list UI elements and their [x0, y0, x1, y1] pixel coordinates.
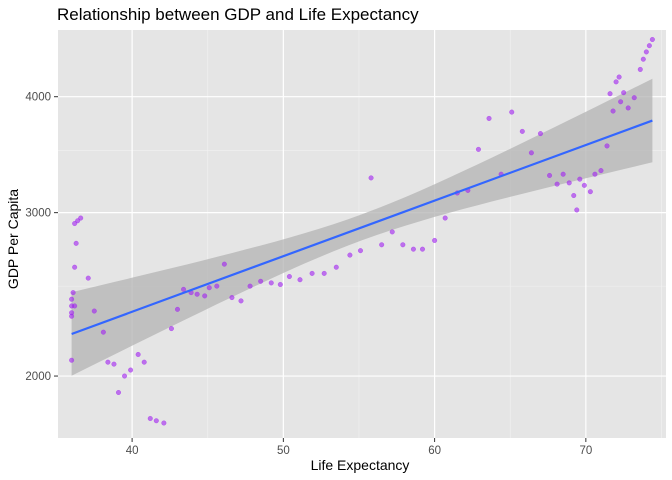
x-tick-label: 40 — [126, 445, 139, 457]
data-point — [592, 171, 598, 177]
data-point — [69, 310, 75, 316]
data-point — [105, 359, 111, 365]
data-point — [528, 150, 534, 156]
data-point — [91, 308, 97, 314]
data-point — [194, 291, 200, 297]
y-tick-label: 4000 — [25, 92, 51, 104]
data-point — [161, 420, 167, 426]
data-point — [73, 240, 79, 246]
data-point — [509, 109, 515, 115]
data-point — [637, 66, 643, 72]
data-point — [400, 242, 406, 248]
data-point — [419, 246, 425, 252]
data-point — [268, 280, 274, 286]
data-point — [221, 261, 227, 267]
data-point — [537, 131, 543, 137]
data-point — [69, 296, 75, 302]
data-point — [587, 189, 593, 195]
data-point — [389, 229, 395, 235]
data-point — [410, 246, 416, 252]
data-point — [347, 252, 353, 258]
data-point — [277, 282, 283, 288]
trend-line — [71, 119, 653, 336]
data-point — [613, 79, 619, 85]
data-point — [442, 215, 448, 221]
data-point — [128, 367, 134, 373]
data-point — [610, 108, 616, 114]
y-axis-title: GDP Per Capita — [5, 189, 21, 289]
data-point — [368, 175, 374, 181]
data-point — [631, 95, 637, 101]
data-point — [379, 242, 385, 248]
data-point — [69, 357, 75, 363]
data-point — [566, 180, 572, 186]
data-point — [616, 74, 622, 80]
y-axis: 2000 3000 4000 — [25, 92, 58, 383]
y-tick-label: 2000 — [25, 371, 51, 383]
data-point — [181, 286, 187, 292]
data-point — [72, 303, 78, 309]
data-point — [547, 172, 553, 178]
data-point — [206, 285, 212, 291]
data-point — [574, 207, 580, 213]
data-point — [640, 56, 646, 62]
data-point — [174, 306, 180, 312]
data-point — [258, 278, 264, 284]
data-point — [519, 128, 525, 134]
data-point — [85, 275, 91, 281]
data-point — [618, 99, 624, 105]
data-point — [202, 293, 208, 299]
data-point — [214, 283, 220, 289]
data-point — [238, 298, 244, 304]
data-point — [111, 361, 117, 367]
data-point — [357, 248, 363, 254]
data-point — [72, 264, 78, 270]
data-point — [607, 91, 613, 97]
data-point — [643, 49, 649, 55]
data-point — [78, 215, 84, 221]
data-point — [571, 193, 577, 199]
data-point — [286, 274, 292, 280]
data-point — [560, 171, 566, 177]
data-point — [554, 181, 560, 187]
data-point — [432, 237, 438, 243]
data-point — [486, 115, 492, 121]
x-axis: 40 50 60 70 — [126, 438, 592, 457]
data-point — [229, 295, 235, 301]
data-point — [321, 270, 327, 276]
data-point — [649, 37, 655, 43]
data-point — [135, 351, 141, 357]
data-point — [168, 326, 174, 332]
data-point — [147, 416, 153, 422]
data-point — [577, 176, 583, 182]
data-point — [141, 359, 147, 365]
data-point — [153, 418, 159, 424]
data-point — [598, 168, 604, 174]
data-point — [122, 373, 128, 379]
data-point — [100, 329, 106, 335]
data-point — [333, 264, 339, 270]
x-tick-label: 70 — [579, 445, 592, 457]
data-point — [247, 283, 253, 289]
data-point — [309, 270, 315, 276]
y-tick-label: 3000 — [25, 208, 51, 220]
data-point — [604, 143, 610, 149]
data-point — [70, 290, 76, 296]
data-point — [621, 90, 627, 96]
data-point — [115, 389, 121, 395]
x-axis-title: Life Expectancy — [311, 457, 410, 473]
data-point — [297, 277, 303, 283]
data-point — [581, 182, 587, 188]
x-tick-label: 60 — [428, 445, 441, 457]
data-point — [646, 43, 652, 49]
data-point — [475, 146, 481, 152]
data-point — [625, 105, 631, 111]
chart-title: Relationship between GDP and Life Expect… — [57, 5, 419, 24]
x-tick-label: 50 — [277, 445, 290, 457]
scatter-points — [69, 37, 655, 426]
